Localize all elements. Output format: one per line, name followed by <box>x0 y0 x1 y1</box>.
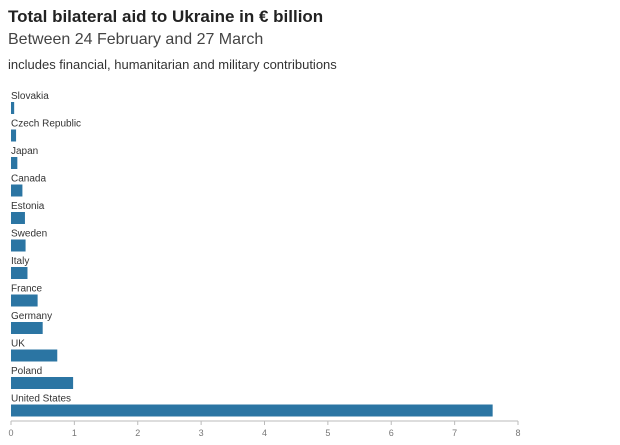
category-label: Sweden <box>11 229 47 240</box>
bar <box>11 404 493 417</box>
category-label: Czech Republic <box>11 119 81 130</box>
category-label: United States <box>11 394 71 405</box>
chart-title: Total bilateral aid to Ukraine in € bill… <box>8 7 324 26</box>
category-label: Canada <box>11 174 46 185</box>
category-label: France <box>11 284 43 295</box>
bar <box>11 239 26 252</box>
bar <box>11 129 17 142</box>
x-tick-label: 0 <box>8 428 13 438</box>
bar <box>11 349 58 362</box>
category-label: Estonia <box>11 201 45 212</box>
x-tick-label: 8 <box>515 428 520 438</box>
category-label: UK <box>11 339 25 350</box>
category-label: Slovakia <box>11 91 49 102</box>
x-tick-label: 3 <box>199 428 204 438</box>
x-tick-label: 4 <box>262 428 267 438</box>
category-label: Germany <box>11 311 52 322</box>
bar <box>11 157 18 169</box>
bar <box>11 267 28 279</box>
bar <box>11 377 74 389</box>
chart-subtitle: Between 24 February and 27 March <box>8 31 264 48</box>
x-tick-label: 1 <box>72 428 77 438</box>
bar <box>11 322 43 334</box>
chart-note: includes financial, humanitarian and mil… <box>8 57 337 72</box>
x-tick-label: 6 <box>389 428 394 438</box>
x-tick-label: 7 <box>452 428 457 438</box>
category-label: Italy <box>11 256 29 267</box>
x-tick-label: 2 <box>135 428 140 438</box>
bar <box>11 294 38 307</box>
bar <box>11 212 25 224</box>
bar <box>11 184 23 197</box>
category-label: Poland <box>11 366 42 377</box>
category-label: Japan <box>11 146 38 157</box>
bar <box>11 102 15 114</box>
x-tick-label: 5 <box>325 428 330 438</box>
